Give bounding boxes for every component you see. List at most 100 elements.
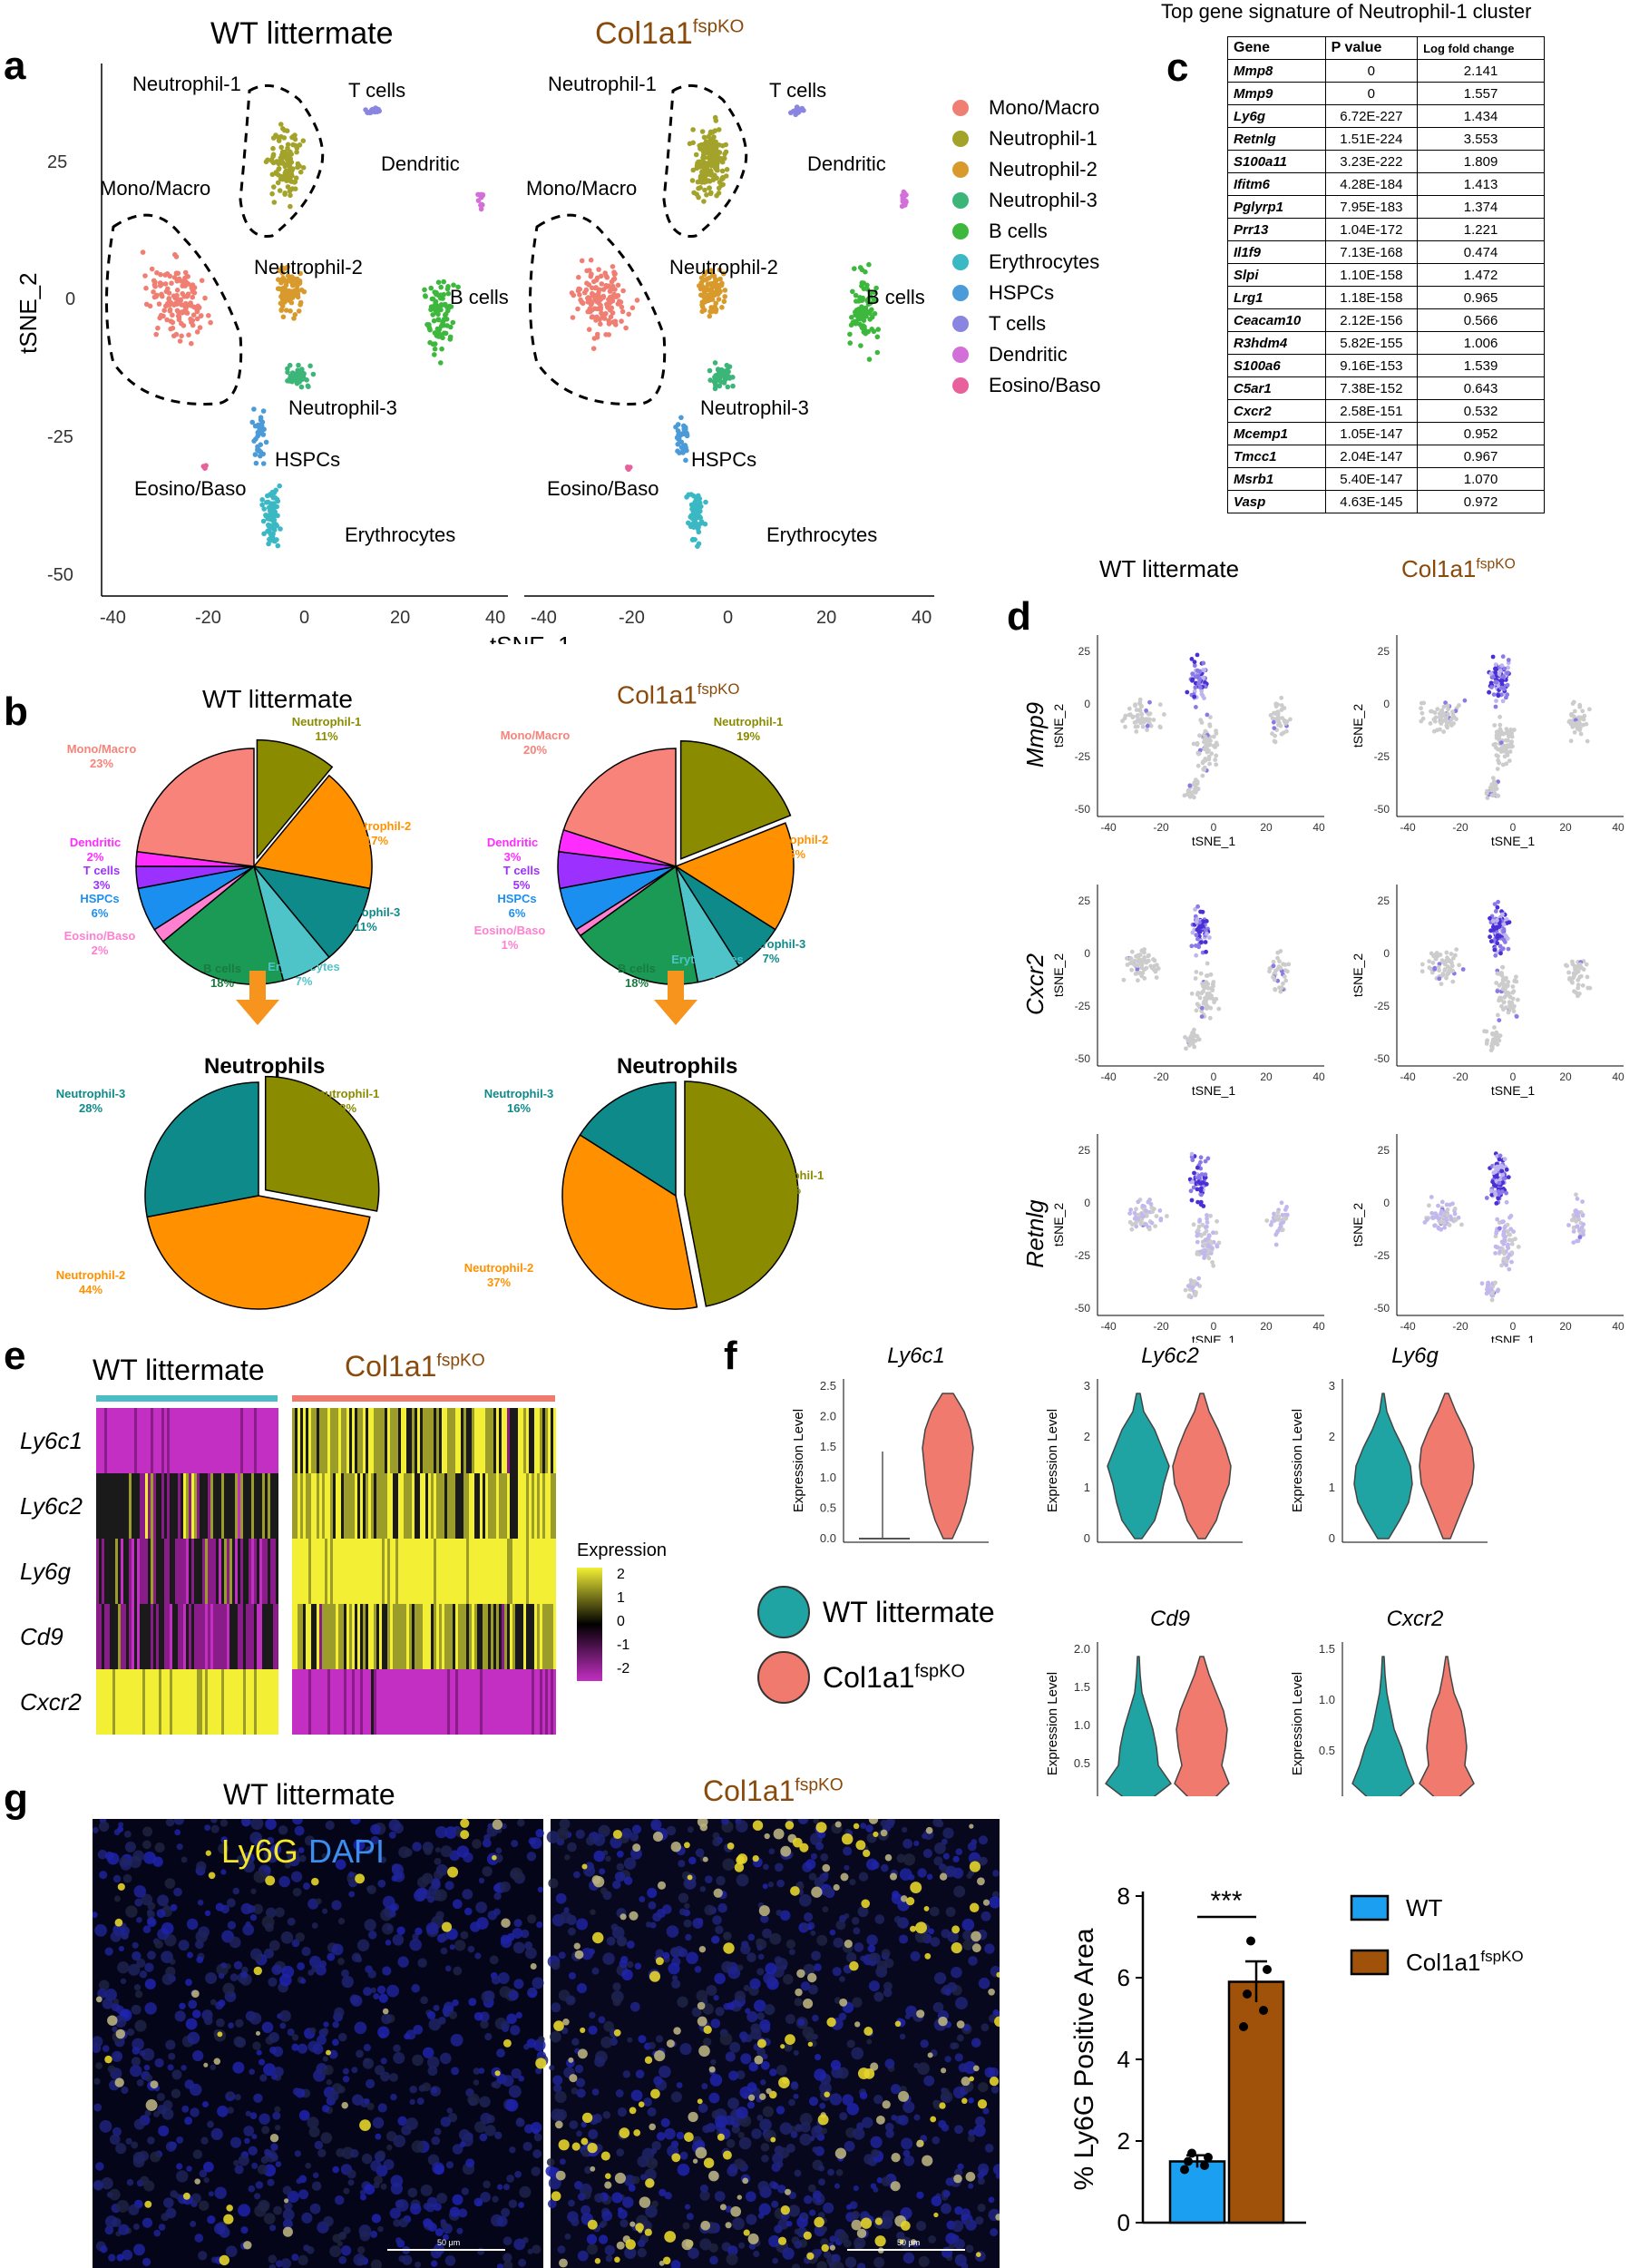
tsne-point [589,271,594,277]
feature-point [1492,1025,1497,1030]
tsne-point [479,201,484,208]
dapi-nucleus [427,1895,434,1903]
feature-point [1271,959,1276,964]
feature-point [1210,988,1215,992]
tsne-point [296,308,302,314]
dapi-nucleus [836,2067,849,2079]
dapi-nucleus [267,2178,275,2186]
tsne-point [606,321,612,327]
dapi-nucleus [273,2205,283,2215]
dapi-nucleus [627,2037,633,2043]
dapi-nucleus [679,2042,692,2056]
dapi-nucleus [229,1973,239,1982]
xtick: -20 [619,608,645,628]
tsne-point [478,206,484,212]
dapi-nucleus [261,2021,274,2034]
wt-group-bar [96,1395,278,1402]
feature-point [1192,660,1197,665]
dapi-nucleus [616,1850,624,1858]
pie-slice [562,748,677,868]
feature-point [1488,786,1493,790]
dapi-nucleus [147,1910,155,1919]
dapi-nucleus [491,2081,498,2088]
tsne-point [684,432,690,437]
dapi-nucleus [194,2234,204,2243]
feature-point [1441,704,1447,709]
feature-point [1205,1216,1209,1221]
tsne-point [615,282,621,288]
dapi-nucleus [954,2206,963,2215]
feature-point [1419,710,1425,716]
tsne-point [285,264,291,269]
tsne-point [688,502,695,508]
tsne-point [258,415,264,421]
tsne-point [182,275,188,281]
cluster-label: Mono/Macro [526,177,637,200]
dapi-nucleus [272,2111,281,2120]
dapi-nucleus [967,1842,977,1852]
feature-point [1139,711,1145,717]
dapi-nucleus [727,2245,738,2256]
feature-point [1275,710,1281,716]
dapi-nucleus [386,1924,393,1931]
ylabel: tSNE_2 [1051,704,1066,748]
dapi-nucleus [132,2047,141,2055]
dapi-nucleus [763,1863,769,1871]
pie-slice [679,739,792,860]
tsne-point [689,506,695,512]
feature-point [1202,1256,1206,1260]
tsne-point [434,333,440,338]
ylabel: tSNE_2 [1351,953,1365,997]
feature-point [1513,1237,1517,1242]
tsne-point [587,308,592,313]
tsne-point [696,541,702,547]
dapi-nucleus [913,1840,920,1846]
dapi-nucleus [120,1978,127,1984]
dapi-nucleus [98,1821,110,1833]
feature-point [1510,996,1516,1002]
dapi-nucleus [492,2195,499,2203]
dapi-nucleus [423,2047,434,2058]
dapi-nucleus [434,1889,447,1901]
dapi-nucleus [616,2148,625,2156]
dapi-nucleus [743,1984,750,1992]
dapi-nucleus [104,2215,118,2228]
pvalue-cell: 2.04E-147 [1324,445,1419,468]
dapi-nucleus [484,2125,496,2136]
dapi-nucleus [342,2068,349,2075]
dapi-nucleus [844,2140,855,2152]
dapi-nucleus [854,1942,864,1952]
dapi-nucleus [464,1907,473,1916]
tsne-point [678,415,684,421]
tsne-panel-a: 25 0 -25 -50 -40 -20 0 20 40 -40 -20 0 2… [15,64,934,644]
feature-point [1204,928,1208,934]
feature-point [1506,1175,1511,1179]
dapi-nucleus [592,2113,602,2124]
dapi-nucleus [458,2208,468,2218]
dapi-nucleus [132,1950,141,1961]
feature-point [1208,972,1214,977]
feature-point [1438,727,1442,732]
tsne-point [266,522,271,528]
feature-point [1441,729,1446,734]
dapi-nucleus [791,2263,801,2268]
feature-point [1500,654,1506,660]
dapi-nucleus [389,2207,401,2219]
tsne-point [611,269,617,275]
pvalue-cell: 1.18E-158 [1324,286,1419,309]
tsne-point [292,179,298,185]
dapi-nucleus [740,2160,746,2166]
dapi-nucleus [364,2058,370,2064]
feature-point [1279,703,1284,708]
tsne-point [274,159,279,165]
dapi-nucleus [249,2068,255,2075]
tsne-point [270,145,276,152]
tsne-point [683,426,688,432]
dapi-nucleus [218,1999,226,2008]
dapi-nucleus [431,2260,438,2267]
b-wt-title: WT littermate [202,685,353,713]
heatmap-legend-title: Expression [577,1540,667,1560]
dapi-nucleus [834,2183,841,2189]
